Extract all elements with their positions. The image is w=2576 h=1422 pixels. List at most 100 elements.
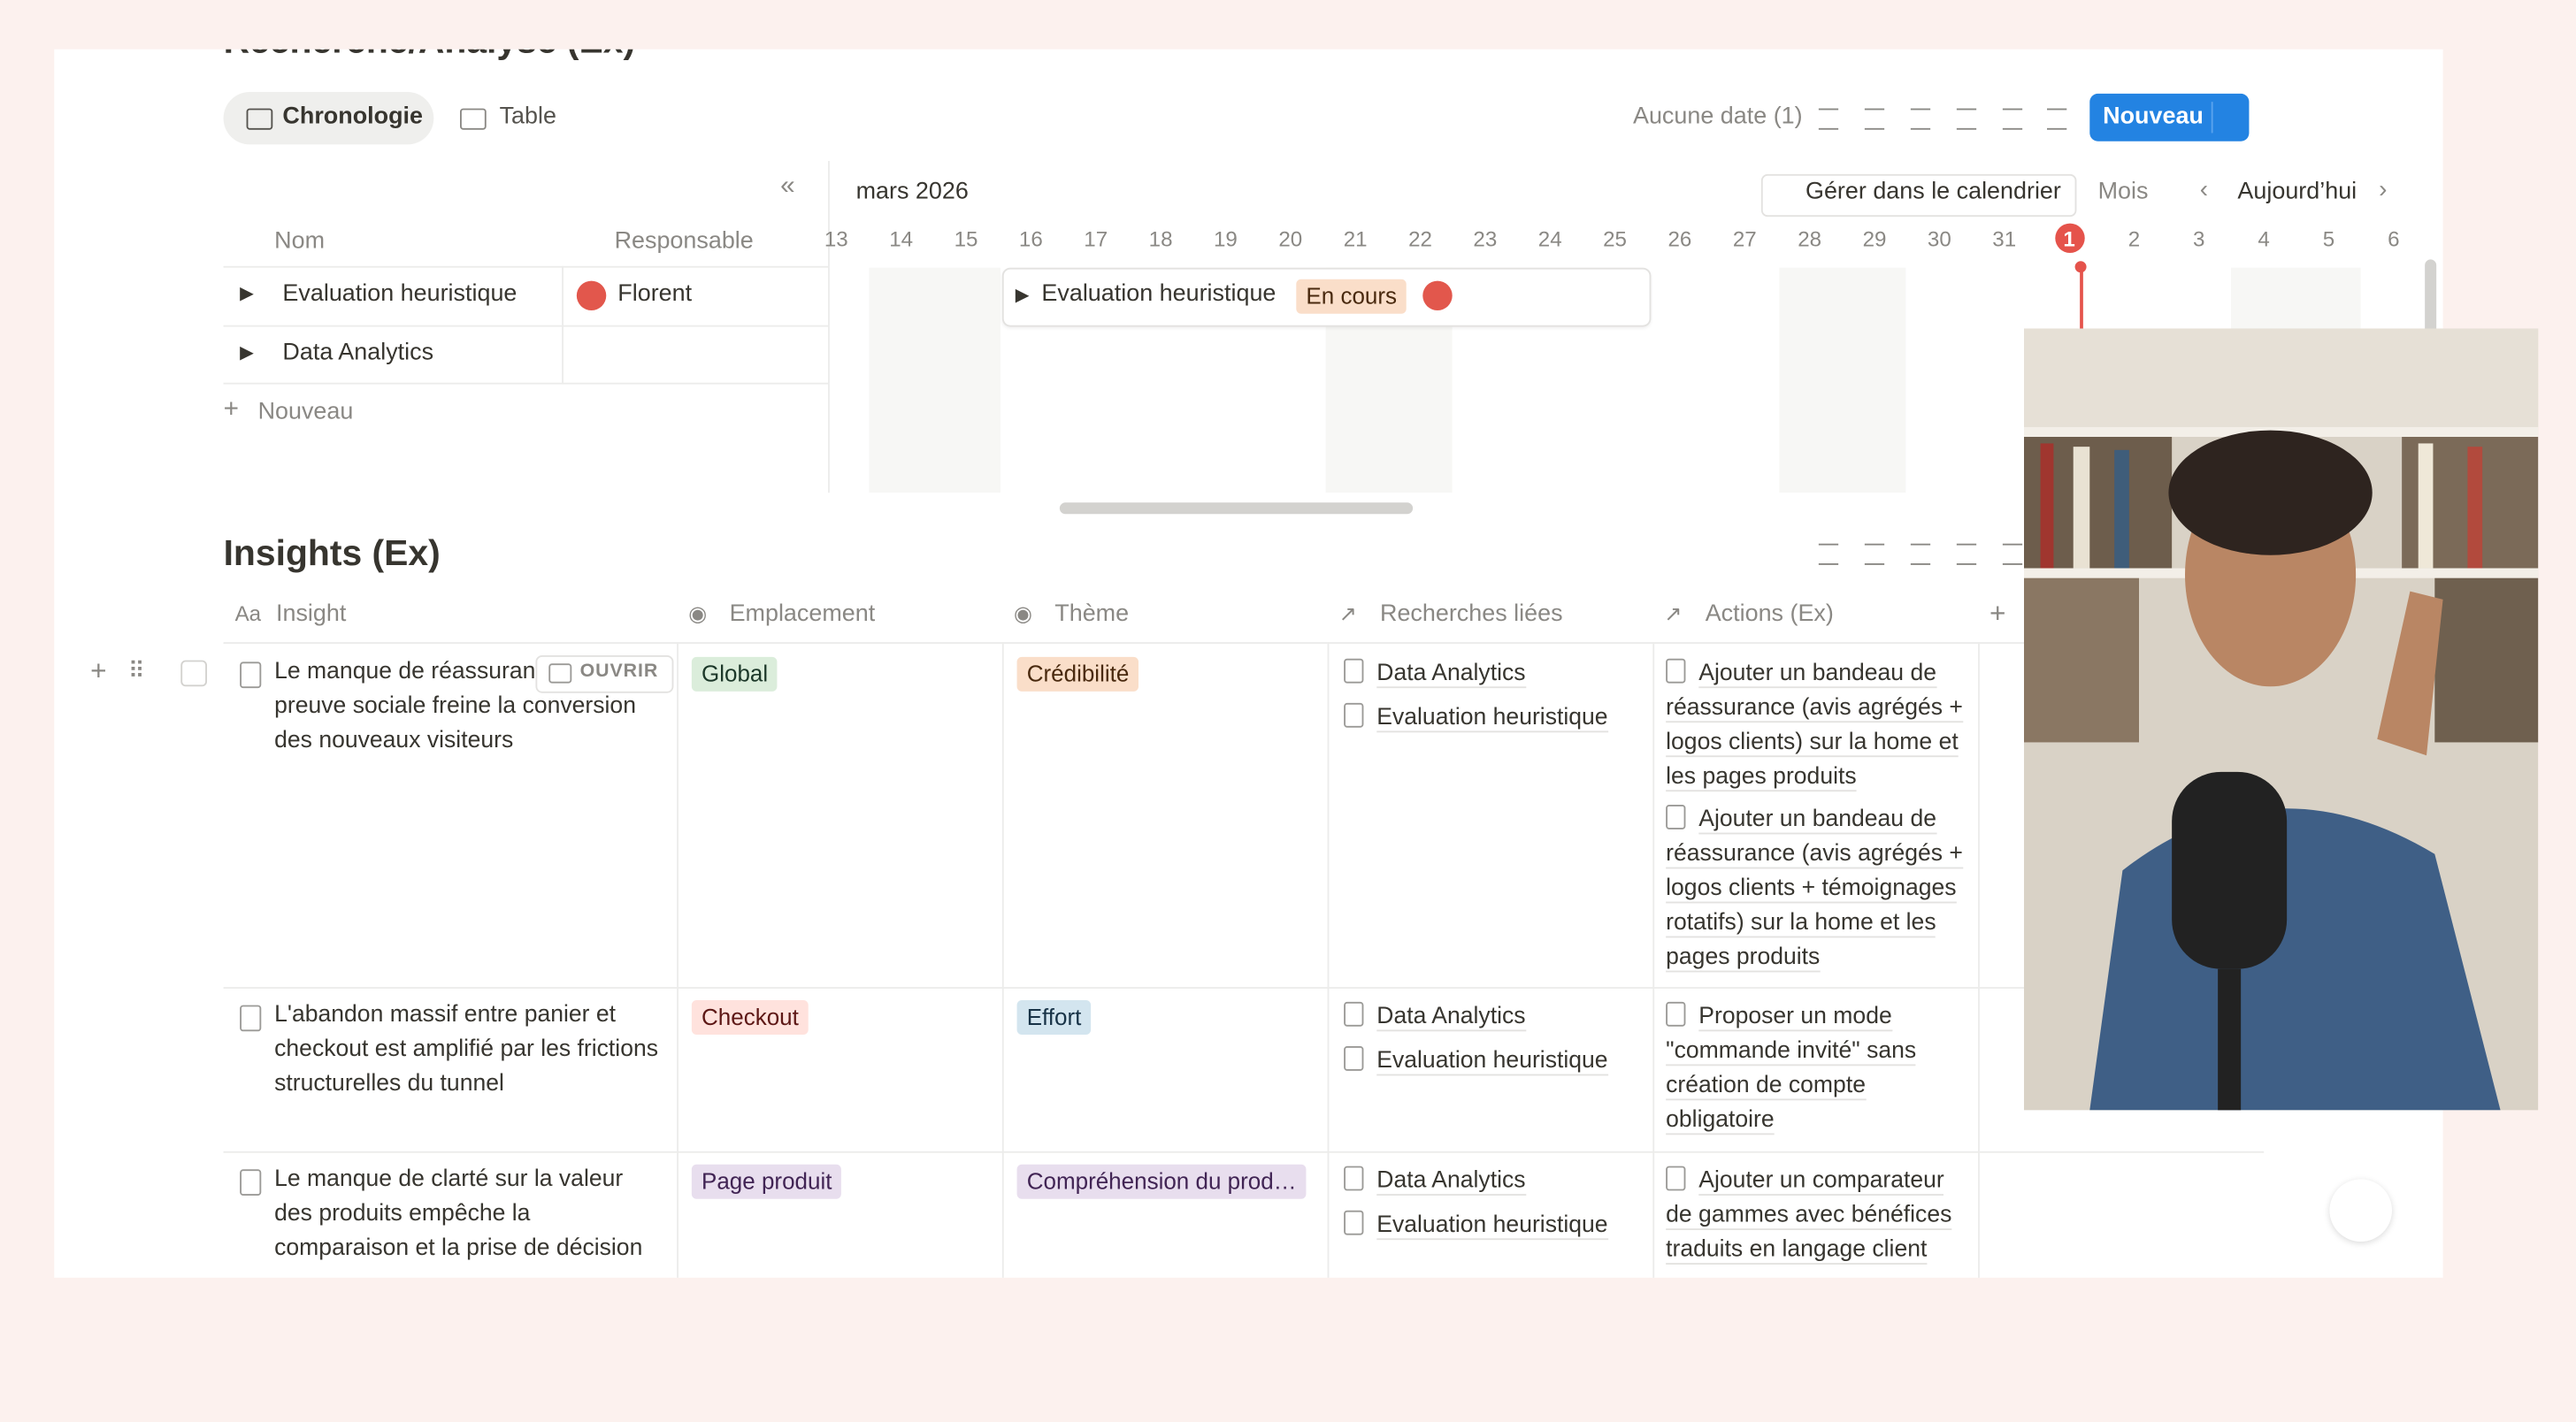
day-label: 31 [1992,226,2017,252]
day-label: 23 [1473,226,1498,252]
col-line [1327,642,1330,1278]
action-link[interactable]: Ajouter un bandeau de réassurance (avis … [1666,660,1963,792]
row-add[interactable]: + [90,654,107,687]
research-link[interactable]: Evaluation heuristique [1376,704,1608,733]
day-label: 27 [1732,226,1757,252]
toolbar-icon [1910,108,1931,130]
open-button-label[interactable]: OUVRIR [579,661,659,682]
linked-research: Evaluation heuristique [1344,1044,1639,1079]
insight-label[interactable]: Le manque de clarté sur la valeur des pr… [274,1166,643,1262]
view-tab[interactable]: Chronologie [282,103,424,130]
toolbar-icon [1864,543,1885,565]
row-line [223,325,828,327]
view-tab-active [223,91,434,145]
page-icon [1666,658,1686,684]
owner: Florent [617,280,693,308]
research-link[interactable]: Data Analytics [1376,1167,1526,1196]
today-button[interactable]: Aujourd’hui [2237,179,2358,206]
toolbar-icon [1818,543,1839,565]
add-column[interactable]: + [1989,597,2006,630]
action-link[interactable]: Ajouter un bandeau de réassurance (avis … [1666,806,1963,973]
tab-icon [459,108,487,130]
column-icon: ↗ [1338,600,1357,626]
open-button [535,654,674,693]
day-label: 29 [1862,226,1887,252]
row-line [223,1151,2265,1153]
weekend-shade [1779,267,1906,493]
column-header: Emplacement [729,600,876,628]
col-line [1977,642,1980,1278]
bar-name[interactable]: Evaluation heuristique [1041,280,1276,308]
insight-label[interactable]: Le manque de réassurance et de preuve so… [274,658,636,754]
column-icon: ◉ [1013,600,1032,626]
row-line [223,642,2265,644]
toolbar-icon [2002,108,2023,130]
new-row[interactable]: Nouveau [257,399,354,425]
insight-label[interactable]: L'abandon massif entre panier et checkou… [274,1001,659,1097]
linked-action: Proposer un mode "commande invité" sans … [1666,1000,1968,1138]
toolbar-icon [2002,543,2023,565]
page-icon [1344,702,1364,728]
research-link[interactable]: Data Analytics [1376,1003,1526,1032]
section-title: Recherche/Analyse (Ex) [224,50,636,63]
research-link[interactable]: Evaluation heuristique [1376,1212,1608,1241]
help-button [2329,1179,2392,1242]
column-header: Thème [1054,600,1130,628]
row-line [223,382,828,385]
column-header: Responsable [614,228,754,255]
research-link[interactable]: Evaluation heuristique [1376,1047,1608,1076]
row-name: Data Analytics [282,340,434,367]
linked-action: Ajouter un bandeau de réassurance (avis … [1666,657,1968,795]
day-label: 19 [1213,226,1238,252]
day-label: 18 [1148,226,1173,252]
linked-research: Data Analytics [1344,657,1639,692]
day-label: 5 [2322,226,2335,252]
day-label: 30 [1927,226,1951,252]
toolbar-icon [1818,108,1839,130]
page-icon [1344,1210,1364,1235]
location-tag: Page produit [691,1164,842,1199]
location-tag: Global [691,656,778,692]
column-icon: ◉ [688,600,708,626]
action-link[interactable]: Proposer un mode "commande invité" sans … [1666,1003,1917,1135]
button-divider [2211,102,2213,134]
status-tag: En cours [1296,279,1407,314]
linked-research: Evaluation heuristique [1344,701,1639,736]
research-link[interactable]: Data Analytics [1376,660,1526,689]
day-label: 16 [1018,226,1043,252]
page-icon [240,661,262,689]
day-label: 15 [954,226,978,252]
toolbar-icon [1910,543,1931,565]
new-button-label[interactable]: Nouveau [2103,103,2204,130]
no-date-button[interactable]: Aucune date (1) [1632,103,1803,130]
linked-research: Data Analytics [1344,1165,1639,1199]
action-link[interactable]: Ajouter un comparateur de gammes avec bé… [1666,1167,1952,1265]
video-overlay [2023,328,2539,1111]
toggle: ▶ [240,343,254,363]
linked-action: Ajouter un comparateur de gammes avec bé… [1666,1165,1968,1268]
page-icon [1666,1166,1686,1191]
section-title: Insights (Ex) [223,531,441,574]
column-header: Recherches liées [1379,600,1563,628]
page-icon [240,1169,262,1196]
theme-tag: Crédibilité [1016,656,1139,692]
day-label: 20 [1278,226,1303,252]
toolbar-icon [1864,108,1885,130]
page-icon [1344,1166,1364,1191]
plus-icon: + [223,395,239,424]
view-tab[interactable]: Table [499,103,556,130]
page-icon [1344,1045,1364,1071]
calendar-button [1760,173,2077,218]
page-icon [1666,804,1686,830]
page-icon [1344,658,1364,684]
column-header: Nom [274,228,326,255]
scale-select[interactable]: Mois [2097,179,2149,206]
toggle: ▶ [1015,286,1030,306]
insight-text: L'abandon massif entre panier et checkou… [274,998,665,1102]
row-drag[interactable]: ⠿ [127,656,145,684]
calendar-button-label[interactable]: Gérer dans le calendrier [1805,179,2061,206]
toggle: ▶ [240,284,254,304]
nav-prev: ‹ [2199,175,2208,204]
